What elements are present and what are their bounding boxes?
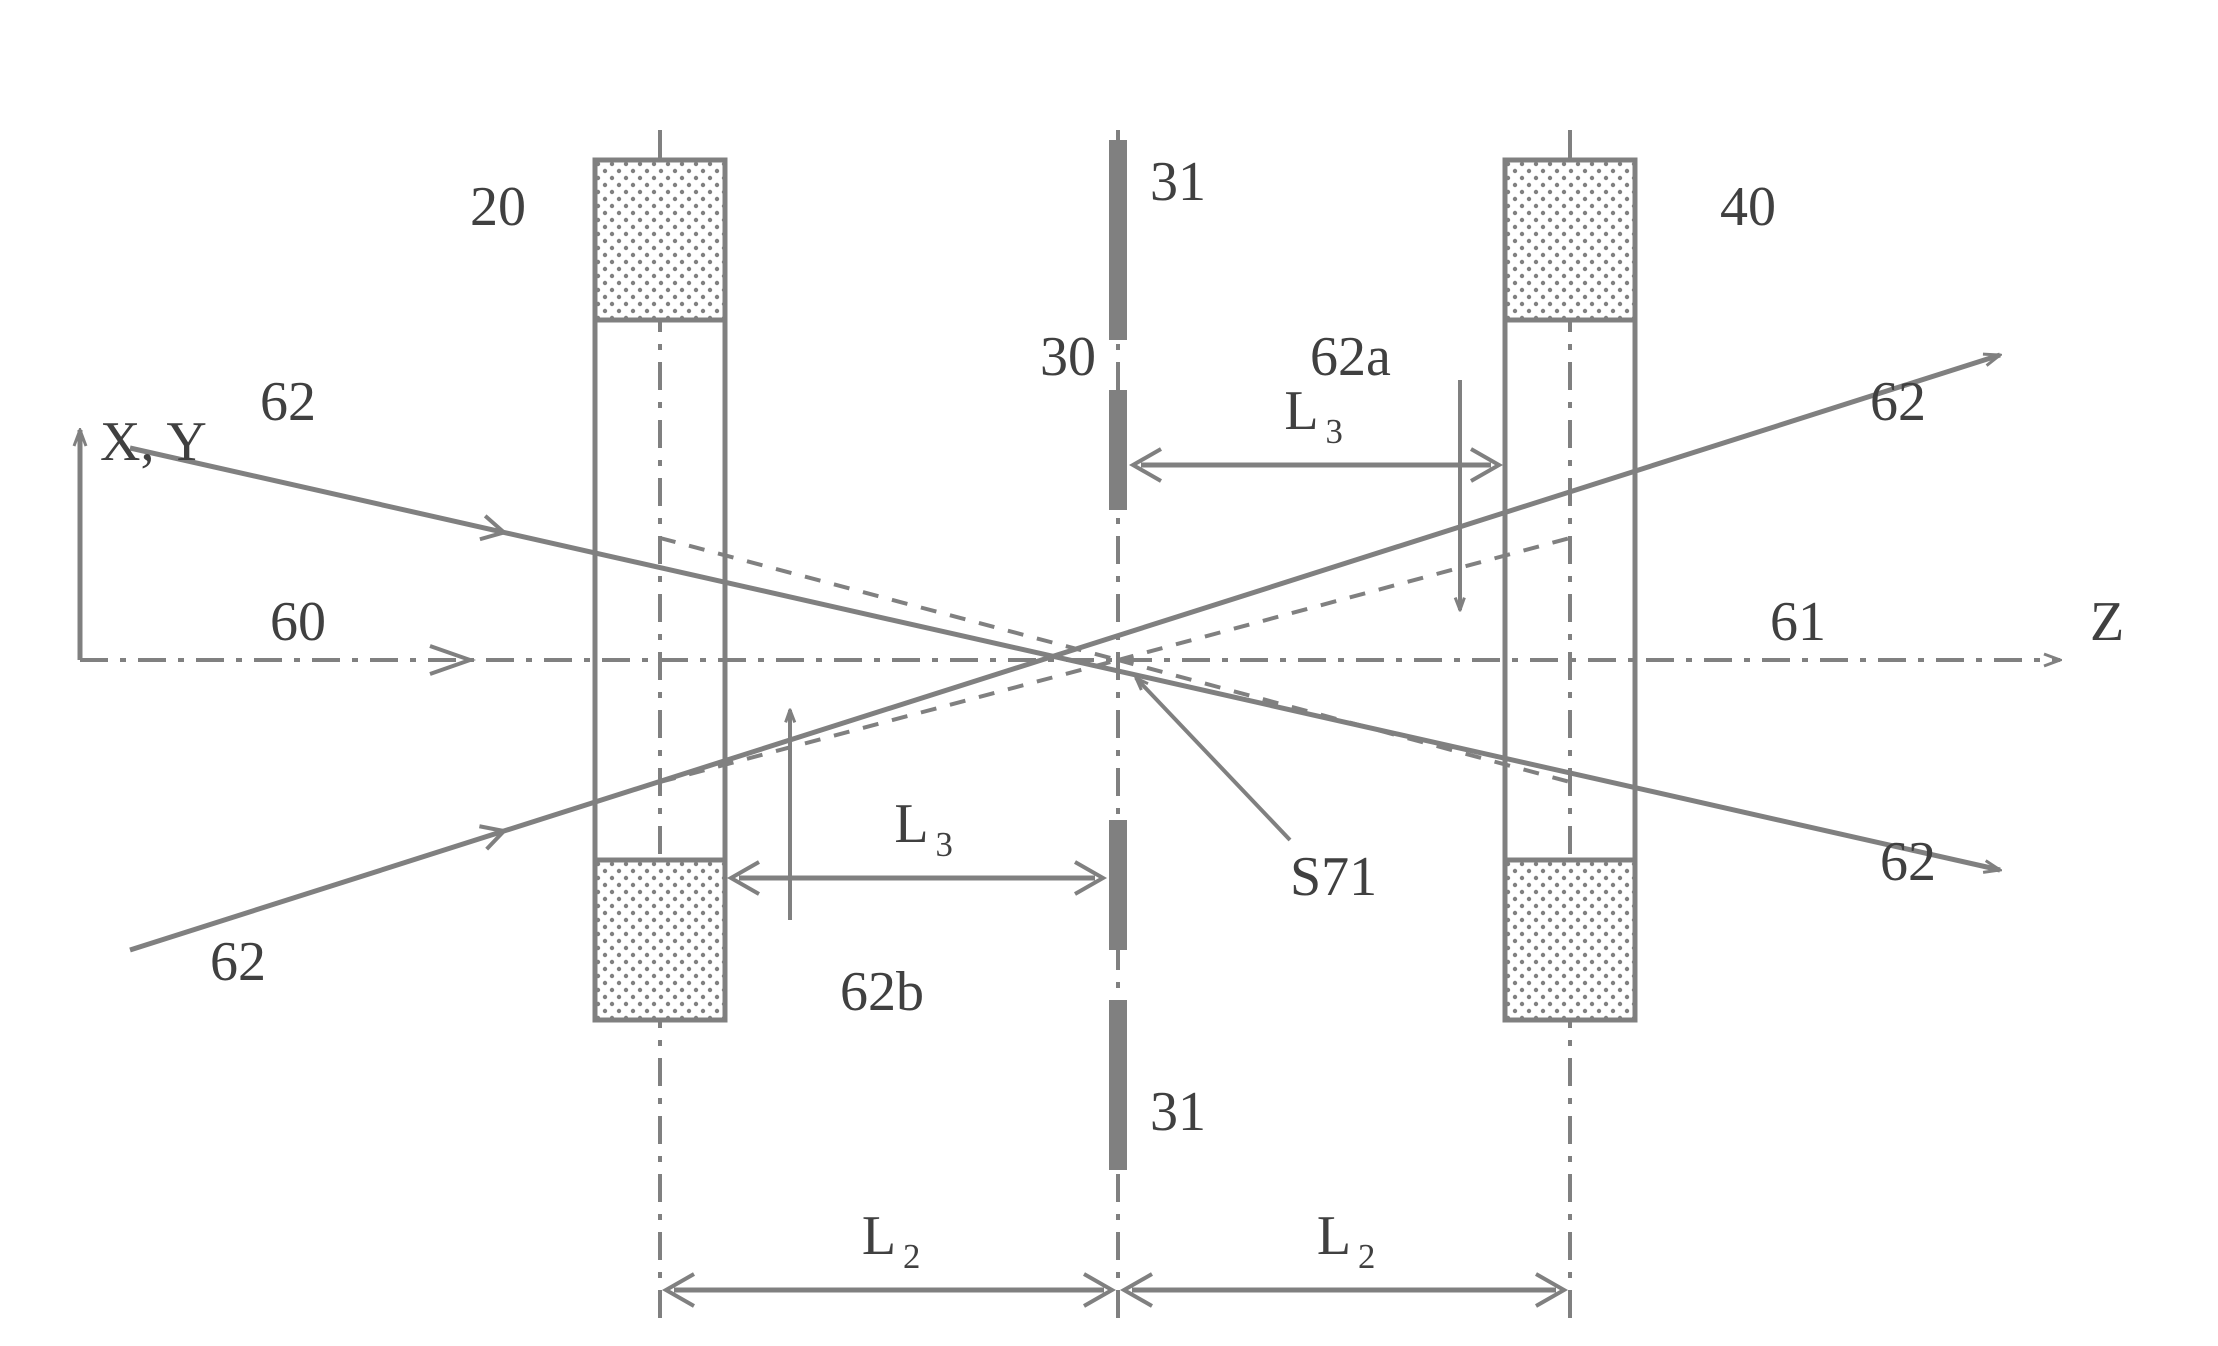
label-L3-left-sub: 3 [936, 825, 953, 864]
label-62a: 62a [1310, 326, 1391, 388]
label-31-top: 31 [1150, 151, 1206, 213]
plate-seg-4 [1109, 1000, 1127, 1170]
label-30: 30 [1040, 326, 1096, 388]
label-61: 61 [1770, 591, 1826, 653]
dashed-1a [660, 538, 1118, 660]
optics-diagram: X, YZ204030313160616262626262a62bS71L2L2… [0, 0, 2218, 1341]
lens-40-cap-bot [1505, 860, 1635, 1020]
label-L3-left-main: L [894, 793, 928, 855]
lens-40-cap-top [1505, 160, 1635, 320]
label-40: 40 [1720, 176, 1776, 238]
label-axis-xy: X, Y [100, 411, 207, 473]
label-L2-left-sub: 2 [903, 1237, 920, 1276]
label-62-ur: 62 [1870, 371, 1926, 433]
lens-20-cap-bot [595, 860, 725, 1020]
label-L2-left: L2 [862, 1205, 920, 1276]
ray-62-bot [130, 355, 2000, 950]
label-20: 20 [470, 176, 526, 238]
label-L2-right-sub: 2 [1358, 1237, 1375, 1276]
plate-seg-1 [1109, 140, 1127, 340]
label-L3-left: L3 [894, 793, 952, 864]
label-L2-left-main: L [862, 1205, 896, 1267]
label-62b: 62b [840, 961, 924, 1023]
dashed-2a [660, 660, 1118, 782]
lens-20-cap-top [595, 160, 725, 320]
plate-seg-3 [1109, 820, 1127, 950]
label-60: 60 [270, 591, 326, 653]
label-s71: S71 [1290, 846, 1377, 908]
plate-seg-2 [1109, 390, 1127, 510]
label-62-ll: 62 [210, 931, 266, 993]
label-31-bot: 31 [1150, 1081, 1206, 1143]
label-L3-right: L3 [1284, 380, 1342, 451]
label-L3-right-main: L [1284, 380, 1318, 442]
label-62-ul: 62 [260, 371, 316, 433]
label-L2-right: L2 [1317, 1205, 1375, 1276]
label-axis-z: Z [2090, 591, 2124, 653]
label-62-lr: 62 [1880, 831, 1936, 893]
label-L2-right-main: L [1317, 1205, 1351, 1267]
dashed-2b [1118, 538, 1570, 660]
label-L3-right-sub: 3 [1326, 412, 1343, 451]
